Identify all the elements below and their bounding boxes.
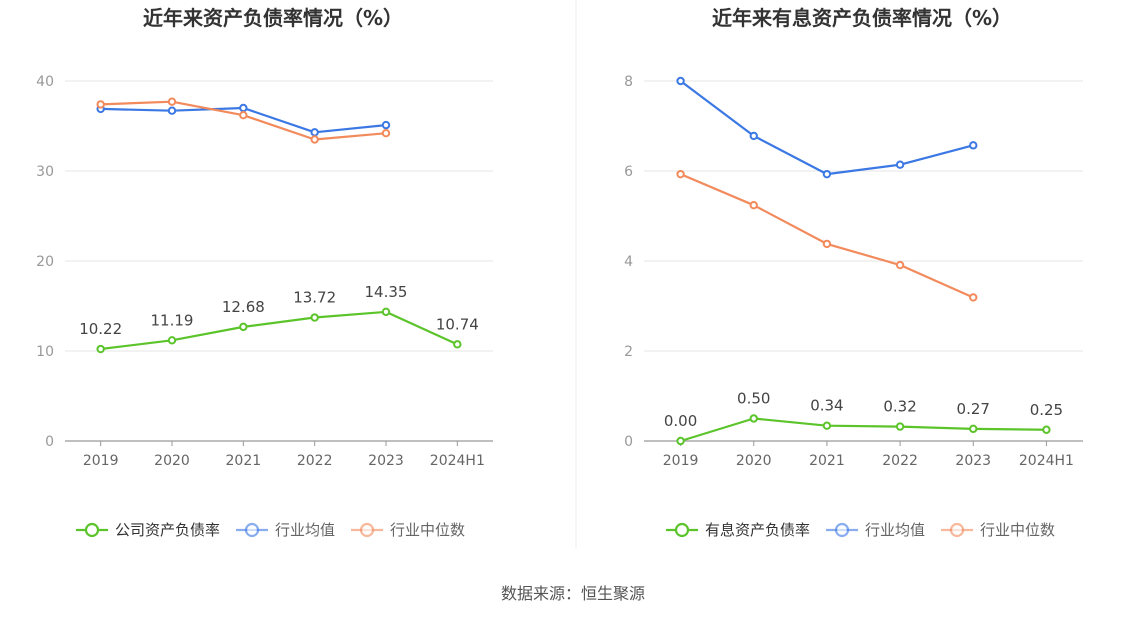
chart-title: 近年来资产负债率情况（%） bbox=[143, 6, 403, 30]
legend-label: 行业均值 bbox=[865, 521, 925, 539]
data-point bbox=[969, 141, 978, 150]
legend-item[interactable]: 行业均值 bbox=[236, 521, 335, 539]
data-point bbox=[749, 414, 758, 423]
data-label: 0.34 bbox=[810, 397, 843, 415]
y-tick-label: 0 bbox=[45, 434, 54, 450]
data-point bbox=[96, 100, 105, 109]
data-point bbox=[822, 421, 832, 430]
legend-label: 行业均值 bbox=[275, 521, 335, 539]
legend-marker-icon bbox=[244, 522, 260, 538]
data-point bbox=[381, 120, 391, 130]
legend-item[interactable]: 行业中位数 bbox=[351, 521, 465, 539]
x-tick-label: 2019 bbox=[83, 453, 119, 469]
data-point bbox=[749, 131, 758, 141]
x-tick-label: 2023 bbox=[955, 453, 991, 469]
data-point bbox=[310, 128, 319, 137]
y-tick-label: 8 bbox=[624, 74, 633, 90]
data-label: 0.00 bbox=[664, 412, 697, 430]
data-point bbox=[676, 436, 685, 446]
data-point bbox=[239, 103, 248, 113]
data-point bbox=[167, 336, 177, 345]
data-point bbox=[1042, 425, 1051, 434]
y-tick-label: 6 bbox=[624, 164, 633, 180]
data-point bbox=[676, 76, 685, 86]
series-line bbox=[679, 80, 974, 176]
data-point bbox=[239, 111, 248, 120]
x-tick-label: 2020 bbox=[736, 453, 772, 469]
chart-interest-bearing-debt-ratio: 近年来有息资产负债率情况（%） 0 2 4 6 8 2019 2020 2021 2022 2023… bbox=[624, 6, 1083, 539]
data-point bbox=[676, 169, 685, 179]
series-line bbox=[680, 417, 1047, 443]
x-tick-label: 2019 bbox=[663, 453, 699, 469]
data-point bbox=[96, 344, 105, 354]
data-point bbox=[167, 97, 177, 106]
legend-item[interactable]: 行业中位数 bbox=[941, 521, 1055, 539]
y-tick-label: 2 bbox=[624, 344, 633, 360]
data-point bbox=[822, 169, 832, 179]
data-label: 0.27 bbox=[957, 400, 990, 418]
data-label: 11.19 bbox=[151, 311, 194, 329]
data-point bbox=[381, 129, 391, 138]
legend-marker-icon bbox=[674, 522, 690, 538]
data-point bbox=[239, 322, 248, 332]
x-tick-label: 2021 bbox=[809, 453, 845, 469]
x-tick-label: 2024H1 bbox=[1019, 453, 1074, 469]
data-point bbox=[749, 201, 758, 210]
x-tick-label: 2023 bbox=[368, 453, 404, 469]
data-point bbox=[167, 106, 177, 115]
data-point bbox=[969, 424, 978, 434]
data-point bbox=[310, 135, 319, 144]
data-point bbox=[310, 313, 319, 322]
data-label: 12.68 bbox=[222, 298, 265, 316]
data-point bbox=[453, 340, 462, 349]
data-label: 14.35 bbox=[365, 283, 408, 301]
legend-item[interactable]: 行业均值 bbox=[826, 521, 925, 539]
x-tick-label: 2022 bbox=[297, 453, 333, 469]
x-tick-label: 2021 bbox=[226, 453, 262, 469]
y-tick-label: 30 bbox=[36, 164, 54, 180]
y-tick-label: 0 bbox=[624, 434, 633, 450]
y-tick-label: 40 bbox=[36, 74, 54, 90]
data-point bbox=[822, 239, 832, 249]
legend-label: 行业中位数 bbox=[390, 521, 465, 539]
data-label: 0.50 bbox=[737, 390, 770, 408]
y-tick-label: 20 bbox=[36, 254, 54, 270]
legend-label: 行业中位数 bbox=[980, 521, 1055, 539]
legend-label: 有息资产负债率 bbox=[705, 521, 810, 539]
x-tick-label: 2020 bbox=[154, 453, 190, 469]
chart-title: 近年来有息资产负债率情况（%） bbox=[712, 6, 1012, 30]
data-point bbox=[895, 422, 905, 431]
series-line bbox=[680, 173, 974, 299]
data-point bbox=[895, 260, 905, 270]
data-point bbox=[969, 293, 978, 302]
legend-marker-icon bbox=[84, 522, 100, 538]
legend-label: 公司资产负债率 bbox=[115, 521, 220, 539]
data-point bbox=[895, 160, 905, 169]
data-label: 0.32 bbox=[883, 398, 916, 416]
legend-item[interactable]: 公司资产负债率 bbox=[76, 521, 220, 539]
x-tick-label: 2024H1 bbox=[430, 453, 485, 469]
data-point bbox=[381, 307, 391, 317]
legend-marker-icon bbox=[949, 522, 965, 538]
data-label: 13.72 bbox=[293, 289, 336, 307]
x-tick-label: 2022 bbox=[882, 453, 918, 469]
series-line bbox=[100, 310, 458, 351]
legend-marker-icon bbox=[359, 522, 375, 538]
data-label: 10.22 bbox=[79, 320, 122, 338]
legend-marker-icon bbox=[834, 522, 850, 538]
y-tick-label: 4 bbox=[624, 254, 633, 270]
y-tick-label: 10 bbox=[36, 344, 54, 360]
legend-item[interactable]: 有息资产负债率 bbox=[666, 521, 810, 539]
source-note: 数据来源：恒生聚源 bbox=[501, 584, 645, 603]
data-label: 0.25 bbox=[1030, 401, 1063, 419]
data-label: 10.74 bbox=[436, 315, 479, 333]
chart-debt-ratio: 近年来资产负债率情况（%） 0 10 20 30 40 2019 2020 2021 2022 20… bbox=[36, 6, 493, 539]
